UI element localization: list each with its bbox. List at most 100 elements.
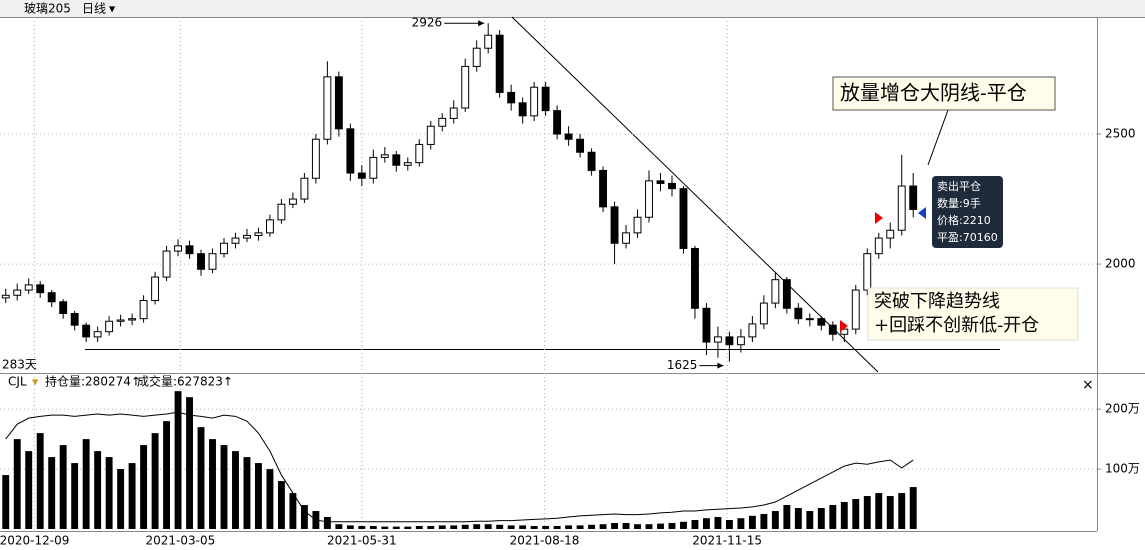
volume-bar (714, 517, 722, 529)
volume-bar (611, 523, 618, 529)
candle-body (771, 279, 780, 304)
candle-body (116, 319, 125, 322)
volume-bar (565, 525, 573, 529)
candle-body (24, 284, 33, 291)
candle-body (633, 216, 642, 234)
candle-body (288, 198, 297, 205)
candle-body (782, 279, 791, 309)
volume-bar (277, 481, 285, 529)
candle-body (265, 219, 274, 234)
volume-bar (36, 433, 44, 529)
candle-body (220, 242, 228, 255)
volume-bar (312, 511, 320, 529)
candle-body (622, 232, 630, 244)
candle-body (185, 245, 194, 255)
candle-body (1, 294, 10, 299)
candle-body (369, 156, 378, 179)
volume-bar (530, 526, 538, 529)
candle-body (909, 185, 918, 210)
x-tick-label: 2021-08-18 (510, 534, 580, 548)
note-open: +回踩不创新低-开仓 (874, 315, 1039, 336)
days-label: 283天 (2, 358, 37, 372)
candle-body (174, 245, 182, 252)
candle-body (231, 237, 240, 244)
candle-body (403, 162, 412, 166)
sell-marker (918, 207, 926, 219)
candle-body (518, 102, 527, 117)
candle-body (897, 185, 906, 231)
volume-bar (300, 505, 308, 529)
candle-body (610, 206, 619, 244)
volume-bar (2, 475, 10, 529)
candle-body (380, 154, 389, 158)
candle-body (656, 180, 665, 184)
dropdown-arrow[interactable]: ▼ (32, 378, 39, 387)
candle-body (47, 292, 56, 303)
volume-bar (266, 469, 274, 529)
candle-body (725, 336, 734, 346)
indicator-name[interactable]: CJL (8, 375, 27, 389)
candle-body (736, 336, 745, 346)
candle-body (300, 177, 309, 200)
open-interest-line (5, 411, 914, 523)
candle-body (759, 302, 768, 325)
volume-bar (209, 439, 216, 529)
volume-bar (886, 496, 894, 529)
candle-body (323, 76, 332, 140)
volume-bar (404, 526, 412, 529)
candle-body (794, 307, 803, 320)
volume-bar (863, 496, 871, 529)
candle-body (277, 203, 286, 221)
volume-bar (484, 524, 492, 529)
volume-bar (94, 451, 102, 529)
volume-bar (737, 518, 745, 529)
close-button[interactable]: × (1082, 377, 1094, 393)
period[interactable]: 日线 (82, 2, 106, 16)
volume-bar (128, 463, 136, 529)
volume-bar (771, 511, 779, 529)
volume-bar (369, 526, 377, 529)
volume-bar (576, 525, 584, 529)
volume-bar (668, 523, 676, 529)
volume-bar (473, 524, 481, 529)
volume-bar (220, 445, 228, 529)
x-tick-label: 2021-11-15 (692, 534, 762, 548)
volume-bar (852, 499, 860, 529)
note-close: 放量增仓大阴线-平仓 (840, 81, 1027, 105)
x-tick-label: 2021-05-31 (327, 534, 397, 548)
volume-bar (783, 505, 791, 529)
candle-body (691, 247, 699, 309)
volume-bar (909, 487, 917, 529)
high-label: 2926 (412, 16, 443, 30)
volume-bar (599, 524, 607, 529)
candle-body (495, 34, 504, 93)
volume-bar (415, 526, 423, 529)
volume-bar (680, 521, 687, 529)
dropdown-arrow[interactable]: ▼ (109, 5, 116, 14)
candle-body (748, 323, 757, 338)
trade-tooltip (932, 176, 1003, 248)
candle-body (334, 76, 343, 130)
volume-bar (335, 524, 343, 529)
volume-bar (702, 518, 710, 529)
volume-bar (186, 397, 193, 529)
candle-body (346, 128, 355, 174)
candle-body (541, 86, 550, 112)
candle-body (13, 289, 22, 296)
volume-bar (507, 525, 515, 529)
candle-body (93, 331, 102, 338)
candle-body (449, 107, 458, 119)
y-tick-label: 200万 (1105, 402, 1140, 416)
note-box (832, 76, 1056, 111)
candle-body (817, 318, 826, 326)
volume-bar (806, 511, 814, 529)
y-tick-label: 100万 (1105, 462, 1140, 476)
candle-body (70, 312, 79, 326)
volume-bar (794, 508, 802, 529)
volume-bar (542, 526, 550, 529)
symbol[interactable]: 玻璃205 (24, 2, 71, 16)
note-box (867, 287, 1079, 341)
trade-info: 数量:9手 (937, 196, 981, 210)
candle-body (553, 110, 562, 135)
